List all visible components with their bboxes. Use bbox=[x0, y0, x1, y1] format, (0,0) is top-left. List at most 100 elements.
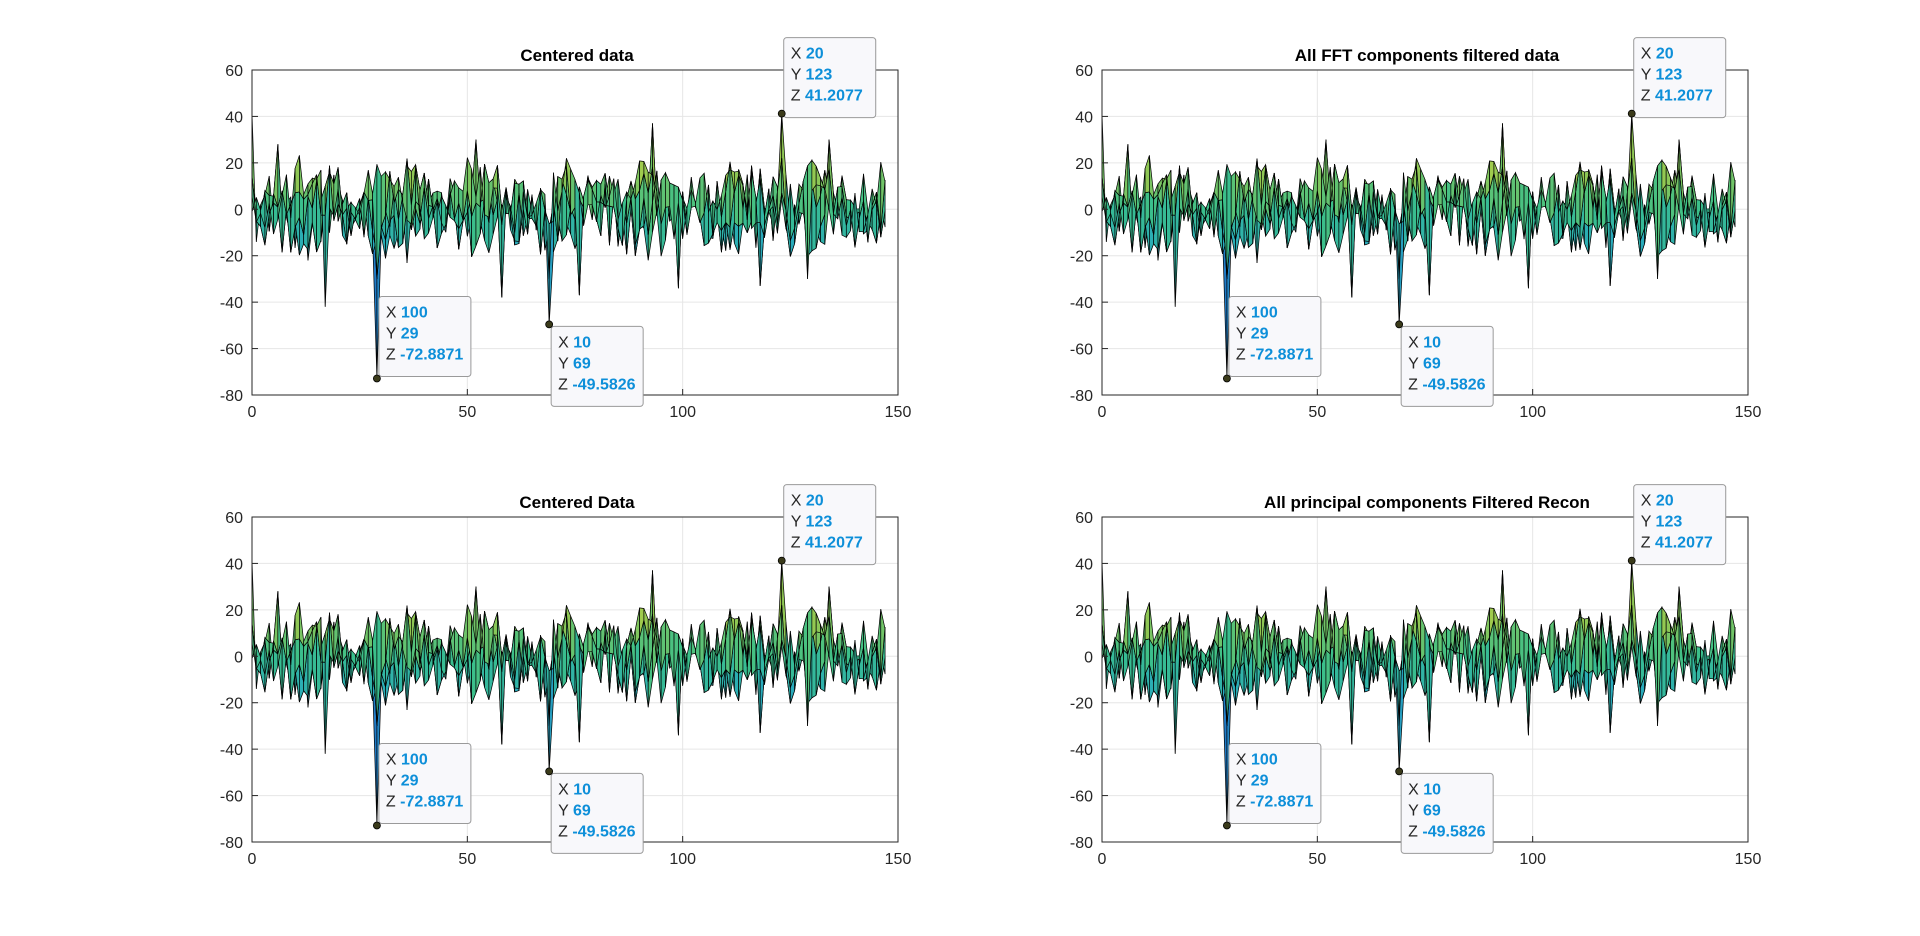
y-tick-label: 40 bbox=[1075, 556, 1093, 573]
surface bbox=[251, 111, 886, 379]
datatip-line: X 100 bbox=[386, 304, 428, 321]
x-tick-label: 0 bbox=[248, 851, 257, 868]
datatip-line: X 20 bbox=[791, 493, 824, 510]
surface-patch bbox=[1661, 606, 1667, 639]
datatip-box bbox=[1400, 325, 1494, 407]
datatip[interactable]: X 100 Y 29 Z -72.8871 bbox=[1222, 295, 1322, 383]
y-tick-label: -60 bbox=[1070, 342, 1093, 359]
datatip-box bbox=[783, 37, 877, 119]
datatip-line: X 100 bbox=[1236, 304, 1278, 321]
x-tick-label: 0 bbox=[248, 404, 257, 421]
datatip-box bbox=[378, 742, 472, 824]
datatip-line: Z -72.8871 bbox=[386, 793, 463, 810]
datatip-line: X 100 bbox=[386, 751, 428, 768]
datatip-marker[interactable] bbox=[1222, 374, 1231, 383]
datatip[interactable]: X 20 Y 123 Z 41.2077 bbox=[777, 484, 877, 566]
datatip-marker[interactable] bbox=[1627, 556, 1636, 565]
datatip-line: Y 29 bbox=[1236, 772, 1269, 789]
x-tick-label: 100 bbox=[1519, 404, 1546, 421]
datatip-line: Z -49.5826 bbox=[558, 823, 635, 840]
y-tick-label: -60 bbox=[1070, 789, 1093, 806]
y-tick-label: -60 bbox=[220, 342, 243, 359]
y-tick-label: -40 bbox=[1070, 295, 1093, 312]
datatip-line: Z 41.2077 bbox=[1641, 88, 1713, 105]
datatip-line: Z -72.8871 bbox=[1236, 346, 1313, 363]
datatip-box bbox=[1633, 484, 1727, 566]
x-tick-label: 150 bbox=[885, 851, 912, 868]
y-tick-label: -80 bbox=[220, 388, 243, 405]
surface-patch bbox=[880, 162, 886, 231]
y-tick-label: -40 bbox=[1070, 742, 1093, 759]
subplot-2: 0 50 100 150 60 40 20 0 -20 -40 -60 -80 All FFT comp… bbox=[1070, 37, 1762, 421]
y-tick-label: 40 bbox=[225, 556, 243, 573]
datatip-line: Z 41.2077 bbox=[1641, 535, 1713, 552]
datatip-box bbox=[1400, 772, 1494, 854]
chart-title: All principal components Filtered Recon bbox=[1264, 493, 1590, 512]
datatip[interactable]: X 10 Y 69 Z -49.5826 bbox=[545, 320, 644, 407]
surface bbox=[1101, 111, 1736, 379]
y-tick-label: 60 bbox=[225, 510, 243, 527]
y-tick-label: -80 bbox=[220, 835, 243, 852]
datatip-marker[interactable] bbox=[372, 821, 381, 830]
datatip-line: Y 69 bbox=[558, 355, 591, 372]
datatip-line: Y 123 bbox=[791, 67, 833, 84]
datatip[interactable]: X 20 Y 123 Z 41.2077 bbox=[777, 37, 877, 119]
datatip-line: X 10 bbox=[558, 781, 591, 798]
y-tick-label: 60 bbox=[1075, 510, 1093, 527]
datatip-marker[interactable] bbox=[1627, 109, 1636, 118]
x-tick-label: 150 bbox=[885, 404, 912, 421]
y-tick-label: 60 bbox=[225, 63, 243, 80]
x-tick-label: 100 bbox=[1519, 851, 1546, 868]
datatip-marker[interactable] bbox=[372, 374, 381, 383]
datatip-marker[interactable] bbox=[777, 556, 786, 565]
x-tick-label: 0 bbox=[1098, 404, 1107, 421]
datatip-marker[interactable] bbox=[1222, 821, 1231, 830]
datatip-marker[interactable] bbox=[777, 109, 786, 118]
y-tick-label: 60 bbox=[1075, 63, 1093, 80]
datatip-line: X 10 bbox=[1408, 781, 1441, 798]
chart-title: All FFT components filtered data bbox=[1295, 46, 1560, 65]
datatip-box bbox=[1633, 37, 1727, 119]
datatip[interactable]: X 100 Y 29 Z -72.8871 bbox=[372, 295, 472, 383]
surface bbox=[1101, 558, 1736, 826]
x-tick-label: 100 bbox=[669, 851, 696, 868]
datatip-line: X 20 bbox=[1641, 493, 1674, 510]
datatip-marker[interactable] bbox=[545, 767, 554, 776]
datatip-box bbox=[378, 295, 472, 377]
datatip-line: X 10 bbox=[1408, 334, 1441, 351]
subplot-3: 0 50 100 150 60 40 20 0 -20 -40 -60 -80 Centered Dat… bbox=[220, 484, 912, 868]
datatip-box bbox=[550, 772, 644, 854]
datatip[interactable]: X 20 Y 123 Z 41.2077 bbox=[1627, 484, 1727, 566]
y-tick-label: 40 bbox=[225, 109, 243, 126]
datatip[interactable]: X 10 Y 69 Z -49.5826 bbox=[1395, 320, 1494, 407]
subplot-1: 0 50 100 150 60 40 20 0 -20 -40 -60 -80 Centered dat… bbox=[220, 37, 912, 421]
datatip[interactable]: X 100 Y 29 Z -72.8871 bbox=[372, 742, 472, 830]
datatip-line: Z -49.5826 bbox=[1408, 376, 1485, 393]
datatip[interactable]: X 10 Y 69 Z -49.5826 bbox=[1395, 767, 1494, 854]
y-tick-label: 0 bbox=[234, 649, 243, 666]
datatip-box bbox=[783, 484, 877, 566]
datatip-box bbox=[550, 325, 644, 407]
datatip-marker[interactable] bbox=[1395, 320, 1404, 329]
y-tick-label: -80 bbox=[1070, 388, 1093, 405]
x-tick-label: 150 bbox=[1735, 404, 1762, 421]
datatip[interactable]: X 100 Y 29 Z -72.8871 bbox=[1222, 742, 1322, 830]
datatip-line: Y 69 bbox=[558, 802, 591, 819]
y-tick-label: -20 bbox=[1070, 249, 1093, 266]
datatip-marker[interactable] bbox=[1395, 767, 1404, 776]
surface bbox=[251, 558, 886, 826]
datatip-line: Y 123 bbox=[1641, 514, 1683, 531]
x-tick-label: 100 bbox=[669, 404, 696, 421]
datatip-line: X 20 bbox=[791, 46, 824, 63]
datatip[interactable]: X 10 Y 69 Z -49.5826 bbox=[545, 767, 644, 854]
y-tick-label: 0 bbox=[1084, 202, 1093, 219]
datatip-box bbox=[1228, 295, 1322, 377]
surface-patch bbox=[880, 609, 886, 678]
datatip-line: X 100 bbox=[1236, 751, 1278, 768]
datatip[interactable]: X 20 Y 123 Z 41.2077 bbox=[1627, 37, 1727, 119]
datatip-marker[interactable] bbox=[545, 320, 554, 329]
datatip-line: Y 69 bbox=[1408, 802, 1441, 819]
datatip-line: Z 41.2077 bbox=[791, 535, 863, 552]
x-tick-label: 50 bbox=[1308, 404, 1326, 421]
y-tick-label: 20 bbox=[1075, 603, 1093, 620]
